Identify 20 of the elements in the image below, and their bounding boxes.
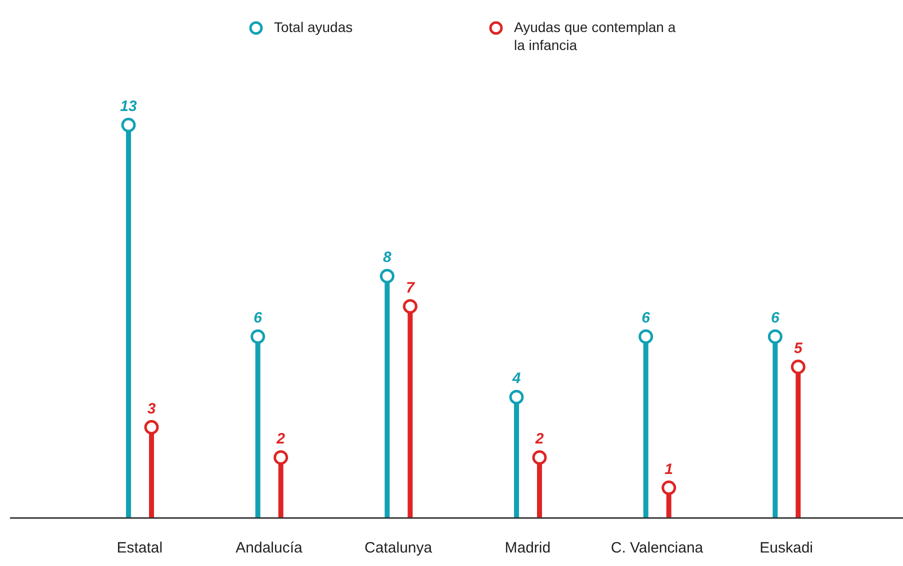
- data-label: 1: [664, 460, 674, 478]
- data-label: 5: [794, 340, 803, 357]
- x-tick-label: Estatal: [116, 540, 163, 557]
- data-label: 8: [382, 249, 392, 266]
- data-label: 6: [254, 310, 263, 327]
- x-tick-label: Euskadi: [760, 540, 814, 557]
- data-label: 7: [406, 279, 415, 296]
- x-tick-label: Catalunya: [364, 540, 433, 557]
- legend-label: Ayudas que contemplan a la infancia: [514, 18, 677, 54]
- data-label: 6: [770, 310, 780, 327]
- x-tick-label: Andalucía: [236, 540, 304, 557]
- data-label: 13: [120, 98, 138, 115]
- data-label: 6: [642, 310, 651, 327]
- x-tick-label: Madrid: [504, 540, 551, 557]
- data-label: 4: [511, 370, 522, 388]
- data-label: 3: [147, 400, 156, 418]
- data-label: 2: [276, 430, 286, 448]
- legend-label: Total ayudas: [274, 18, 353, 36]
- data-label: 2: [534, 430, 544, 448]
- x-tick-label: C. Valenciana: [610, 540, 704, 557]
